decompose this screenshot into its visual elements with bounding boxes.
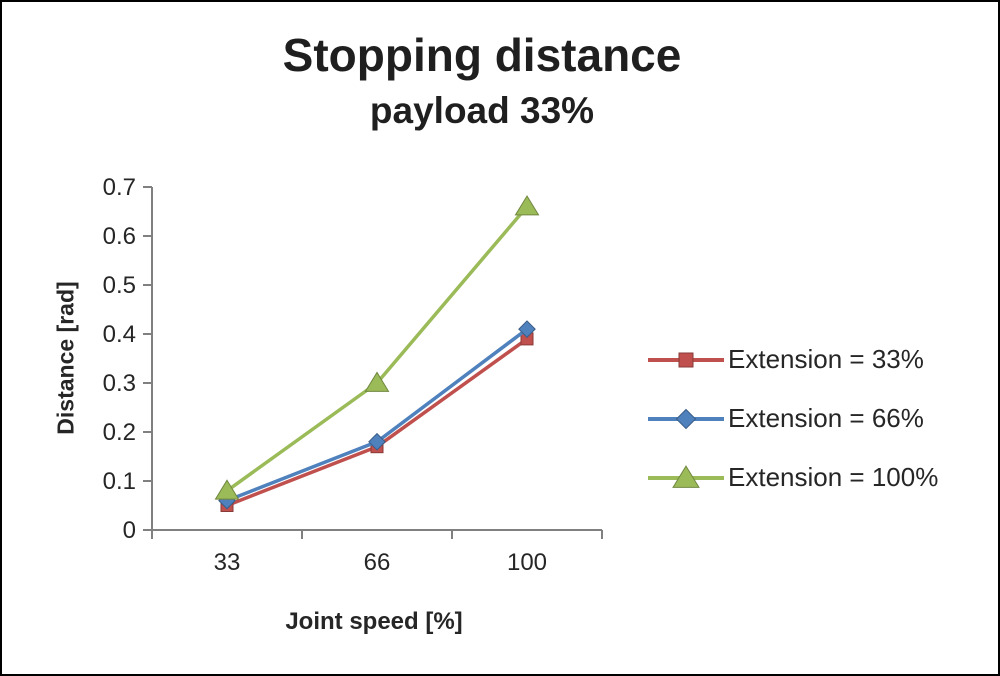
x-tick-labels: 33 66 100 <box>214 549 547 576</box>
svg-text:0.1: 0.1 <box>103 468 136 495</box>
svg-text:0.2: 0.2 <box>103 419 136 446</box>
svg-text:0: 0 <box>123 517 136 544</box>
legend-label: Extension = 100% <box>728 462 939 492</box>
legend-label: Extension = 33% <box>728 344 924 374</box>
svg-text:0.6: 0.6 <box>103 223 136 250</box>
legend-entry-extension-33: Extension = 33% <box>648 330 938 389</box>
svg-text:0.5: 0.5 <box>103 272 136 299</box>
svg-text:33: 33 <box>214 549 241 576</box>
y-tick-labels: 0 0.1 0.2 0.3 0.4 0.5 0.6 0.7 <box>103 174 136 544</box>
axes <box>143 186 603 539</box>
svg-text:0.3: 0.3 <box>103 370 136 397</box>
y-axis-title: Distance [rad] <box>52 281 79 435</box>
svg-text:66: 66 <box>364 549 391 576</box>
x-axis-title: Joint speed [%] <box>285 608 463 635</box>
legend: Extension = 33% Extension = 66% Extensio… <box>648 330 938 507</box>
legend-entry-extension-100: Extension = 100% <box>648 448 938 507</box>
series-diamond <box>218 320 536 510</box>
series-triangle <box>214 195 540 500</box>
legend-swatch-triangle <box>648 464 724 488</box>
svg-text:100: 100 <box>507 549 547 576</box>
legend-entry-extension-66: Extension = 66% <box>648 389 938 448</box>
chart-subtitle: payload 33% <box>369 90 595 131</box>
svg-text:0.4: 0.4 <box>103 321 136 348</box>
legend-swatch-diamond <box>648 408 724 429</box>
svg-text:0.7: 0.7 <box>103 174 136 201</box>
chart-title: Stopping distance <box>282 29 682 81</box>
legend-swatch-square <box>648 352 724 367</box>
legend-label: Extension = 66% <box>728 403 924 433</box>
